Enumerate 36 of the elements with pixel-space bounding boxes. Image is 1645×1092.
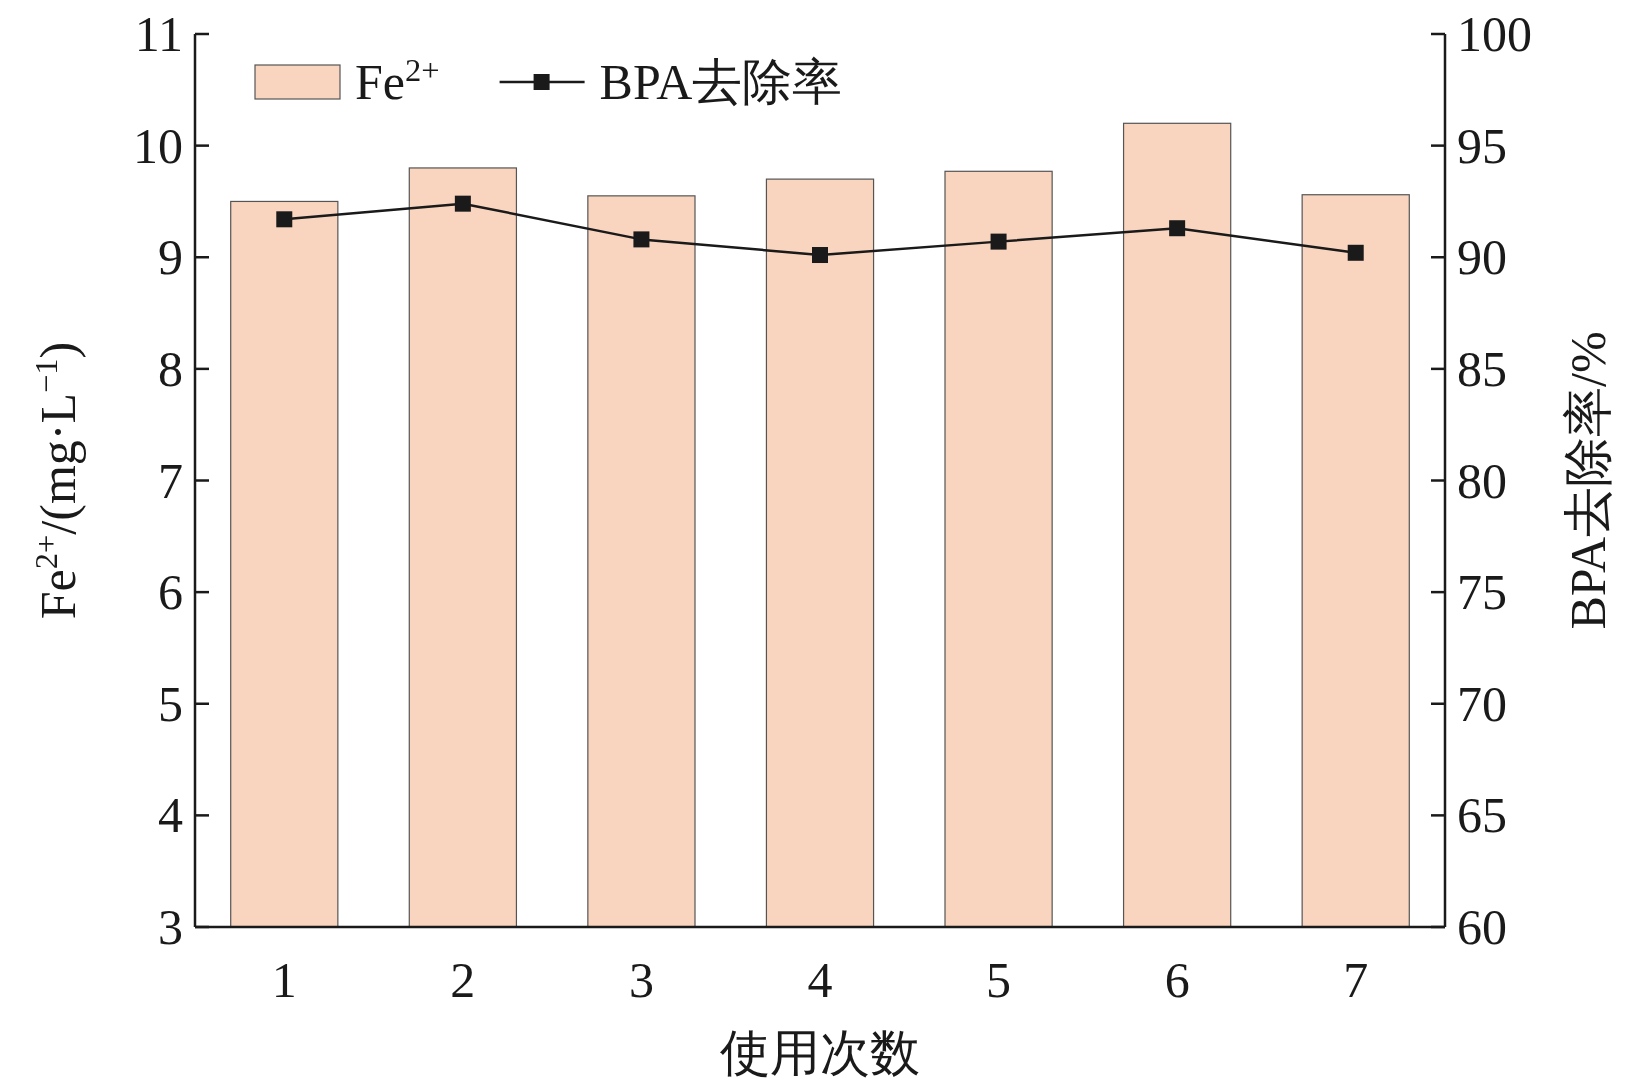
y-tick-label: 9 (158, 229, 183, 286)
y-tick-label: 6 (158, 564, 183, 621)
point (1347, 244, 1364, 261)
y-tick-label: 3 (158, 899, 183, 955)
y2-tick-label: 70 (1457, 675, 1507, 732)
point (812, 247, 828, 264)
x-tick-label: 2 (450, 952, 476, 1008)
point (276, 211, 293, 228)
y-tick-label: 4 (158, 787, 183, 844)
y-tick-label: 5 (158, 675, 183, 732)
x-tick-label: 7 (1343, 952, 1369, 1008)
x-tick-label: 6 (1164, 952, 1190, 1008)
y-tick-label: 11 (134, 6, 183, 62)
point (633, 231, 650, 248)
point (1169, 220, 1186, 237)
point (990, 233, 1007, 250)
y-tick-label: 7 (158, 452, 183, 509)
y2-tick-label: 100 (1457, 6, 1532, 62)
x-tick-label: 3 (628, 952, 654, 1008)
x-tick-label: 4 (807, 952, 833, 1008)
y-tick-label: 8 (158, 340, 183, 397)
x-axis-title: 使用次数 (720, 1025, 920, 1081)
y2-tick-label: 75 (1457, 564, 1507, 621)
x-tick-label: 5 (986, 952, 1012, 1008)
y-tick-label: 10 (133, 117, 183, 174)
legend-label: Fe$^{2+}$ (355, 52, 440, 110)
legend-label: BPA去除率 (599, 54, 843, 110)
x-tick-label: 1 (271, 952, 297, 1008)
y2-axis-title: BPA去除率/% (1560, 331, 1616, 630)
y2-tick-label: 85 (1457, 340, 1507, 397)
y2-tick-label: 80 (1457, 452, 1507, 509)
y2-tick-label: 65 (1457, 787, 1507, 844)
y2-tick-label: 95 (1457, 117, 1507, 174)
y2-tick-label: 60 (1457, 899, 1507, 955)
y2-tick-label: 90 (1457, 229, 1507, 286)
point (454, 195, 471, 212)
